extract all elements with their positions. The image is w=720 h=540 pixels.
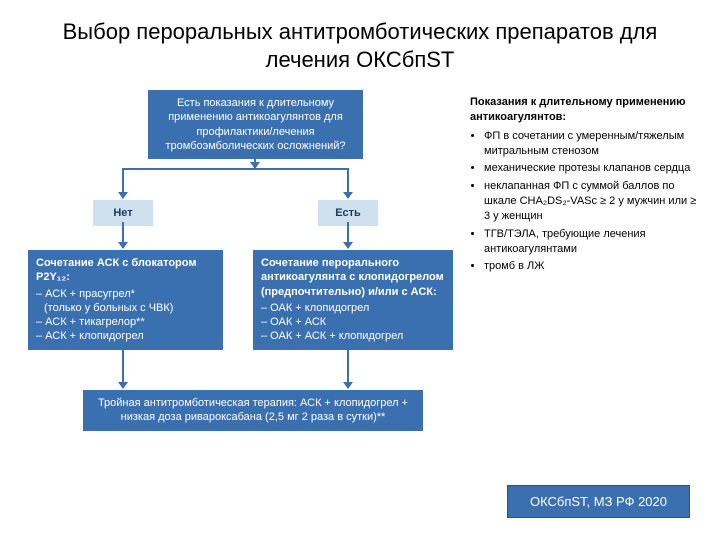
- connector: [347, 222, 349, 248]
- flowchart: Есть показания к длительному применению …: [28, 90, 468, 490]
- slide-title: Выбор пероральных антитромботических пре…: [0, 0, 720, 79]
- list-item: ФП в сочетании с умеренным/тяжелым митра…: [484, 129, 700, 159]
- node-left-line: (только у больных с ЧВК): [36, 301, 215, 315]
- node-bottom: Тройная антитромботическая терапия: АСК …: [83, 390, 423, 431]
- indications-header: Показания к длительному применению антик…: [470, 95, 700, 125]
- node-right: Сочетание перорального антикоагулянта с …: [253, 250, 453, 350]
- node-question-text: Есть показания к длительному применению …: [166, 97, 346, 152]
- node-left-line: – АСК + прасугрел*: [36, 287, 215, 301]
- node-yes-text: Есть: [335, 207, 361, 219]
- node-right-line: – ОАК + клопидогрел: [261, 301, 445, 315]
- indications-panel: Показания к длительному применению антик…: [470, 95, 700, 277]
- node-no-text: Нет: [113, 207, 132, 219]
- source-badge-text: ОКСбпST, МЗ РФ 2020: [530, 494, 667, 509]
- connector: [122, 222, 124, 248]
- connector: [122, 168, 124, 198]
- connector: [122, 340, 124, 388]
- node-question: Есть показания к длительному применению …: [148, 90, 363, 159]
- list-item: ТГВ/ТЭЛА, требующие лечения антикоагулян…: [484, 227, 700, 257]
- list-item: механические протезы клапанов сердца: [484, 161, 700, 176]
- connector: [347, 350, 349, 388]
- node-left-line: – АСК + тикагрелор**: [36, 315, 215, 329]
- list-item: тромб в ЛЖ: [484, 259, 700, 274]
- connector: [123, 168, 348, 170]
- node-left-header: Сочетание АСК с блокатором P2Y₁₂:: [36, 256, 215, 285]
- node-left-line: – АСК + клопидогрел: [36, 329, 215, 343]
- slide: Выбор пероральных антитромботических пре…: [0, 0, 720, 540]
- connector: [347, 168, 349, 198]
- source-badge: ОКСбпST, МЗ РФ 2020: [507, 485, 690, 518]
- node-right-line: – ОАК + АСК: [261, 315, 445, 329]
- node-left: Сочетание АСК с блокатором P2Y₁₂: – АСК …: [28, 250, 223, 350]
- connector: [254, 150, 256, 168]
- node-bottom-text: Тройная антитромботическая терапия: АСК …: [98, 397, 408, 423]
- node-right-header: Сочетание перорального антикоагулянта с …: [261, 256, 445, 299]
- node-right-line: – ОАК + АСК + клопидогрел: [261, 329, 445, 343]
- indications-list: ФП в сочетании с умеренным/тяжелым митра…: [470, 129, 700, 275]
- list-item: неклапанная ФП с суммой баллов по шкале …: [484, 179, 700, 224]
